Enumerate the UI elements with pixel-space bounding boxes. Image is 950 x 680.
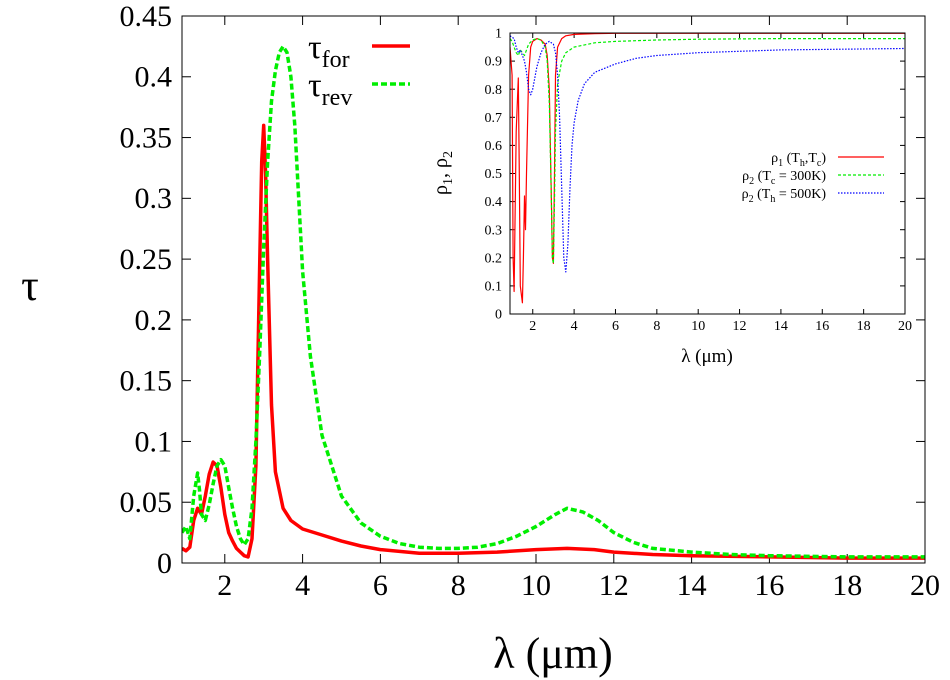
inset-y-label-part: 2 (441, 151, 456, 158)
plot-frame (181, 15, 926, 564)
inset-legend-label-part: = 300K) (775, 169, 826, 184)
inset-legend-label-part: h (770, 194, 775, 205)
inset-legend-label-part: 1 (778, 158, 783, 169)
x-tick-label: 6 (612, 319, 619, 334)
legend-label-main: τ (308, 29, 322, 66)
x-tick-label: 20 (910, 569, 940, 602)
legend-label: τfor (308, 29, 350, 73)
inset-chart: 2 4 6 8 10 12 14 16 18 2000.10.20.30.40.50.60.70.… (430, 27, 912, 367)
x-tick-label: 18 (857, 319, 871, 334)
series-line-3 (510, 35, 905, 273)
y-tick-label: 1 (495, 27, 502, 42)
x-tick-label: 10 (691, 319, 705, 334)
x-tick-label: 14 (774, 319, 788, 334)
inset-legend-label: ρ2 (Tc = 300K) (742, 169, 826, 187)
y-tick-label: 0.4 (485, 195, 503, 210)
x-tick-label: 4 (571, 319, 578, 334)
inset-legend-label-part: = 500K) (775, 187, 826, 202)
x-axis-label: λ (μm) (493, 629, 612, 678)
y-tick-label: 0.3 (135, 182, 173, 215)
x-tick-label: 18 (832, 569, 862, 602)
y-tick-label: 0.2 (135, 304, 173, 337)
inset-y-label-part: , ρ (430, 158, 452, 178)
y-tick-label: 0.7 (485, 111, 503, 126)
inset-y-label-part: 1 (441, 178, 456, 185)
x-tick-label: 14 (677, 569, 707, 602)
inset-legend-label-part: ,T (805, 151, 818, 166)
x-tick-label: 4 (295, 569, 310, 602)
x-tick-label: 12 (733, 319, 747, 334)
y-tick-label: 0.05 (120, 486, 173, 519)
y-tick-label: 0.9 (485, 55, 503, 70)
series-line-2 (510, 38, 905, 264)
inset-legend-label: ρ1 (Th,Tc) (771, 151, 826, 169)
y-tick-label: 0 (157, 547, 172, 580)
x-tick-label: 16 (815, 319, 829, 334)
y-tick-label: 0.1 (485, 280, 503, 295)
y-tick-label: 0.3 (485, 223, 503, 238)
inset-legend-label-part: (T (783, 151, 800, 166)
legend-label-sub: for (322, 47, 350, 73)
x-tick-label: 20 (898, 319, 912, 334)
x-tick-label: 8 (653, 319, 660, 334)
y-tick-label: 0.8 (485, 83, 503, 98)
inset-legend-label-part: (T (754, 169, 771, 184)
x-tick-label: 10 (521, 569, 551, 602)
y-axis-label: τ (21, 261, 39, 310)
legend-label: τrev (308, 67, 352, 111)
inset-legend-label-part: c (817, 158, 822, 169)
y-tick-label: 0.35 (120, 121, 173, 154)
x-tick-label: 6 (373, 569, 388, 602)
inset-legend-label-part: ρ (771, 151, 778, 166)
inset-legend-label-part: 2 (749, 176, 754, 187)
plot-background (510, 33, 905, 314)
y-tick-label: 0.25 (120, 243, 173, 276)
y-tick-label: 0.15 (120, 365, 173, 398)
plot-frame (509, 32, 906, 315)
x-tick-label: 16 (754, 569, 784, 602)
inset-legend-label-part: h (800, 158, 805, 169)
x-tick-label: 2 (529, 319, 536, 334)
main-chart: 2 4 6 8 10 12 14 16 18 2000.050.10.150.20.250.30.… (21, 0, 940, 678)
x-tick-label: 8 (451, 569, 466, 602)
inset-legend-label-part: 2 (749, 194, 754, 205)
legend-label-main: τ (308, 67, 322, 104)
inset-legend-label-part: ) (821, 151, 826, 166)
inset-legend: ρ1 (Th,Tc)ρ2 (Tc = 300K)ρ2 (Th = 500K) (742, 151, 884, 205)
inset-legend-label-part: ρ (742, 187, 749, 202)
y-tick-label: 0.6 (485, 139, 503, 154)
y-tick-label: 0 (495, 308, 502, 323)
y-tick-label: 0.4 (135, 61, 173, 94)
y-tick-label: 0.45 (120, 0, 173, 33)
series-line-1 (182, 123, 925, 560)
series-group (182, 44, 925, 560)
inset-x-axis-label: λ (μm) (681, 346, 733, 367)
inset-legend-label: ρ2 (Th = 500K) (742, 187, 827, 205)
series-line-2 (182, 44, 925, 559)
x-tick-label: 2 (217, 569, 232, 602)
y-tick-label: 0.5 (485, 167, 503, 182)
legend-label-sub: rev (322, 85, 353, 111)
inset-legend-label-part: ρ (742, 169, 749, 184)
inset-y-axis-label: ρ1, ρ2 (430, 151, 456, 195)
inset-legend-label-part: (T (754, 187, 771, 202)
inset-legend-label-part: c (771, 176, 776, 187)
x-tick-label: 12 (599, 569, 629, 602)
y-tick-label: 0.2 (485, 251, 503, 266)
y-tick-label: 0.1 (135, 425, 173, 458)
inset-y-label-part: ρ (430, 185, 452, 195)
